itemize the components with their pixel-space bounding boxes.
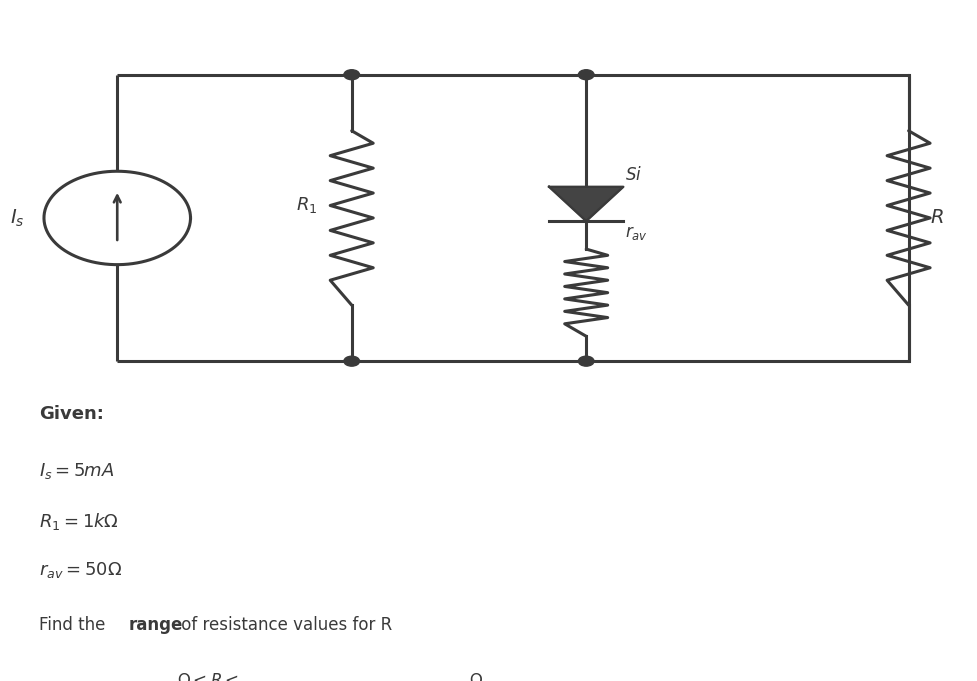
Text: $r_{av}$: $r_{av}$	[625, 224, 649, 242]
Text: $\Omega < R <$: $\Omega < R <$	[177, 672, 239, 681]
Text: $\Omega$: $\Omega$	[469, 672, 483, 681]
Text: range: range	[129, 616, 184, 635]
Text: Find the: Find the	[39, 616, 110, 635]
Text: Given:: Given:	[39, 405, 104, 423]
Text: of resistance values for R: of resistance values for R	[176, 616, 392, 635]
FancyBboxPatch shape	[246, 660, 466, 681]
Text: $R_1$: $R_1$	[296, 195, 318, 215]
Text: $R_1 = 1k\Omega$: $R_1 = 1k\Omega$	[39, 511, 119, 532]
Circle shape	[578, 356, 594, 366]
Text: $Si$: $Si$	[625, 165, 642, 184]
Circle shape	[578, 69, 594, 80]
Circle shape	[344, 356, 360, 366]
Text: $R$: $R$	[930, 208, 944, 227]
Polygon shape	[549, 187, 623, 221]
Circle shape	[344, 69, 360, 80]
Text: $r_{av} = 50\Omega$: $r_{av} = 50\Omega$	[39, 560, 122, 580]
Text: $I_s$: $I_s$	[10, 207, 24, 229]
FancyBboxPatch shape	[34, 660, 176, 681]
Circle shape	[46, 172, 189, 264]
Text: $I_s = 5mA$: $I_s = 5mA$	[39, 461, 114, 481]
